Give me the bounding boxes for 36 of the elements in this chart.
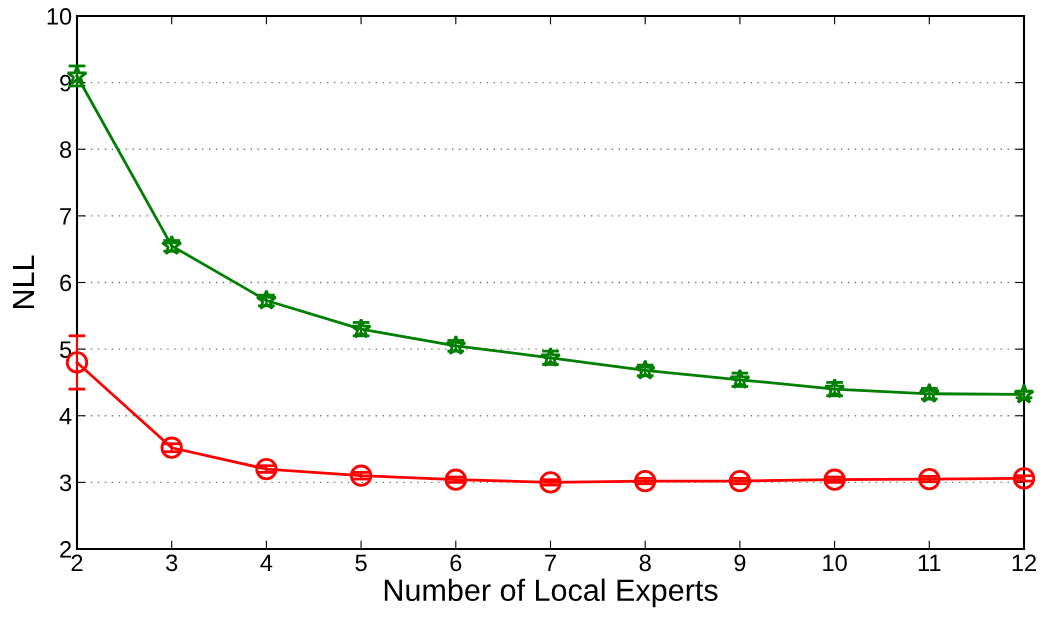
point bbox=[1012, 467, 1036, 490]
point bbox=[161, 234, 183, 256]
y-tick-label: 8 bbox=[60, 141, 72, 159]
x-tick-label: 9 bbox=[734, 554, 746, 572]
point bbox=[255, 457, 278, 481]
x-tick-label: 4 bbox=[260, 554, 273, 571]
x-tick-label: 7 bbox=[545, 554, 556, 571]
x-tick-label: 11 bbox=[918, 554, 941, 571]
y-tick-label: 4 bbox=[59, 408, 72, 425]
y-tick-label: 5 bbox=[59, 341, 72, 358]
x-tick-label: 2 bbox=[71, 554, 83, 571]
x-tick-label: 6 bbox=[450, 554, 462, 572]
y-tick-label: 10 bbox=[47, 8, 72, 25]
y-tick-label: 6 bbox=[60, 274, 72, 292]
x-tick-label: 10 bbox=[823, 554, 847, 572]
y-tick-label: 3 bbox=[59, 474, 72, 492]
point bbox=[444, 468, 467, 491]
point bbox=[1013, 383, 1035, 404]
point bbox=[823, 468, 846, 491]
point bbox=[349, 464, 373, 487]
point bbox=[445, 334, 467, 356]
point bbox=[160, 436, 183, 459]
y-axis-title: NLL bbox=[12, 255, 34, 309]
point bbox=[918, 382, 940, 404]
point bbox=[728, 469, 752, 493]
point bbox=[918, 467, 941, 491]
y-tick-label: 2 bbox=[60, 541, 71, 558]
x-axis-title: Number of Local Experts bbox=[384, 578, 718, 608]
x-tick-label: 8 bbox=[639, 554, 651, 572]
x-tick-label: 3 bbox=[166, 554, 178, 572]
y-tick-label: 7 bbox=[60, 208, 71, 225]
point bbox=[539, 471, 562, 494]
x-tick-label: 5 bbox=[355, 554, 367, 572]
y-tick-label: 9 bbox=[60, 74, 72, 92]
point bbox=[634, 469, 657, 493]
x-tick-label: 12 bbox=[1012, 554, 1036, 571]
